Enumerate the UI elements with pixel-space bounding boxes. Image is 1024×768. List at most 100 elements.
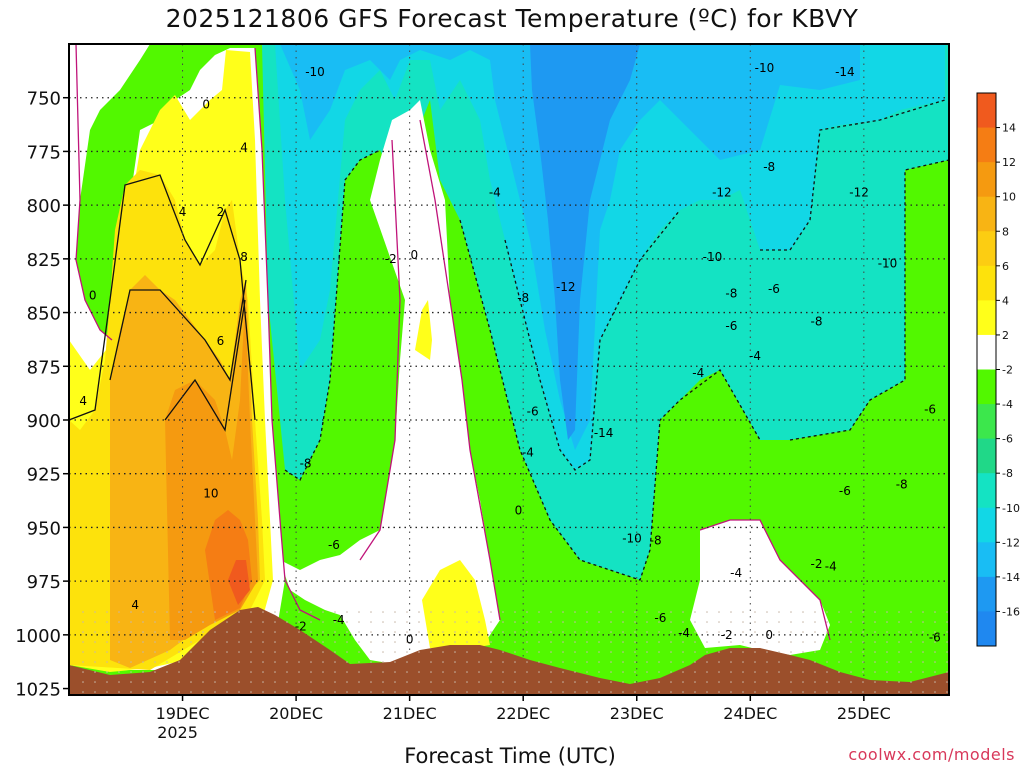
terrain-dot (214, 651, 216, 653)
terrain-dot (766, 611, 768, 613)
terrain-dot (250, 611, 252, 613)
terrain-dot (634, 691, 636, 693)
terrain-dot (82, 681, 84, 683)
terrain-dot (466, 671, 468, 673)
terrain-dot (598, 621, 600, 623)
colorbar-swatch (977, 404, 996, 440)
terrain-dot (106, 671, 108, 673)
terrain-dot (850, 611, 852, 613)
terrain-dot (82, 691, 84, 693)
contour-label: 8 (240, 250, 248, 264)
terrain-dot (706, 611, 708, 613)
temp-region-cold-14 (530, 44, 640, 440)
terrain-dot (730, 611, 732, 613)
colorbar-swatch (977, 265, 996, 301)
terrain-dot (262, 611, 264, 613)
terrain-dot (418, 621, 420, 623)
terrain-dot (910, 631, 912, 633)
terrain-dot (142, 631, 144, 633)
terrain-dot (250, 641, 252, 643)
terrain-dot (754, 621, 756, 623)
terrain-dot (814, 621, 816, 623)
terrain-dot (274, 681, 276, 683)
y-tick-label: 900 (27, 411, 61, 432)
terrain-dot (94, 691, 96, 693)
terrain-dot (658, 621, 660, 623)
terrain-dot (130, 621, 132, 623)
terrain-dot (322, 641, 324, 643)
colorbar-label: -14 (1002, 571, 1020, 584)
terrain-dot (250, 671, 252, 673)
terrain-dot (346, 641, 348, 643)
terrain-dot (226, 661, 228, 663)
terrain-dot (526, 621, 528, 623)
terrain-dot (310, 641, 312, 643)
contour-line-8 (164, 299, 246, 432)
terrain-dot (238, 611, 240, 613)
terrain-dot (418, 671, 420, 673)
contour-label: -12 (849, 186, 869, 200)
terrain-dot (310, 691, 312, 693)
terrain-dot (682, 651, 684, 653)
terrain-dot (382, 681, 384, 683)
colorbar-label: 14 (1002, 122, 1016, 135)
contour-label: -6 (527, 405, 539, 419)
terrain-dot (922, 611, 924, 613)
terrain-dot (214, 631, 216, 633)
terrain-dot (670, 691, 672, 693)
terrain-dot (526, 611, 528, 613)
terrain-dot (598, 681, 600, 683)
terrain-dot (286, 631, 288, 633)
terrain-dot (922, 621, 924, 623)
terrain-dot (502, 611, 504, 613)
y-tick-label: 975 (27, 572, 61, 593)
terrain-dot (178, 611, 180, 613)
terrain-dot (154, 671, 156, 673)
terrain-dot (154, 651, 156, 653)
terrain-dot (358, 651, 360, 653)
x-axis-label: Forecast Time (UTC) (404, 744, 616, 768)
terrain-dot (826, 651, 828, 653)
terrain-dot (886, 651, 888, 653)
terrain-dot (934, 661, 936, 663)
terrain-dot (790, 621, 792, 623)
terrain-dot (490, 671, 492, 673)
terrain-dot (358, 681, 360, 683)
terrain-dot (454, 681, 456, 683)
colorbar-swatch (977, 369, 996, 405)
terrain-dot (754, 651, 756, 653)
terrain-dot (538, 651, 540, 653)
terrain-dot (898, 651, 900, 653)
terrain-dot (694, 671, 696, 673)
terrain-dot (838, 651, 840, 653)
terrain-dot (706, 621, 708, 623)
contour-label: -6 (768, 282, 780, 296)
terrain-dot (550, 611, 552, 613)
terrain-dot (598, 631, 600, 633)
contour-line-9 (284, 149, 381, 481)
terrain-dot (514, 681, 516, 683)
temp-region-near-zero-a (280, 100, 500, 665)
chart-title: 2025121806 GFS Forecast Temperature (ºC)… (165, 4, 859, 33)
colorbar-label: -12 (1002, 536, 1020, 549)
contour-label: -10 (703, 250, 723, 264)
terrain-dot (730, 621, 732, 623)
terrain-dot (502, 631, 504, 633)
terrain-dot (622, 621, 624, 623)
terrain-dot (562, 671, 564, 673)
terrain-dot (562, 681, 564, 683)
terrain-dot (166, 631, 168, 633)
terrain-dot (466, 621, 468, 623)
terrain-dot (742, 681, 744, 683)
terrain-dot (934, 671, 936, 673)
terrain-dot (706, 661, 708, 663)
terrain-dot (490, 691, 492, 693)
terrain-dot (802, 621, 804, 623)
terrain-dot (538, 661, 540, 663)
terrain-dot (670, 681, 672, 683)
source-credit: coolwx.com/models (848, 745, 1015, 764)
terrain-dot (226, 671, 228, 673)
terrain-dot (646, 631, 648, 633)
terrain-dot (334, 611, 336, 613)
terrain-dot (742, 641, 744, 643)
